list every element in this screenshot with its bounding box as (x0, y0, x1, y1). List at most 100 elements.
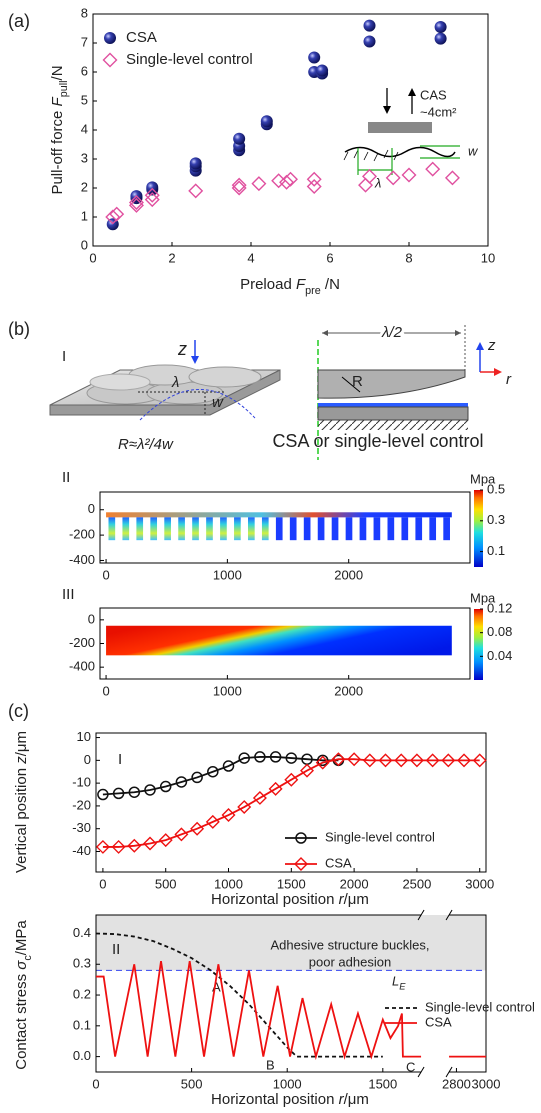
stress-field (150, 517, 158, 541)
stress-field (373, 517, 381, 541)
marker (306, 171, 322, 187)
marker (362, 168, 377, 184)
annotation: CAS (420, 87, 447, 102)
marker (190, 821, 205, 836)
label-part: /MPa (13, 920, 30, 956)
colorbar (474, 490, 483, 567)
schematic-text: R≈λ²/4w (118, 436, 174, 453)
x-axis-label: Horizontal position r/μm (211, 1091, 369, 1108)
label-part: Contact stress (13, 970, 30, 1070)
marker (143, 836, 157, 851)
schematic-text: z (177, 339, 187, 359)
marker (457, 753, 472, 768)
marker (294, 857, 308, 871)
schematic-text: z (487, 337, 496, 354)
y-tick-label: 0 (84, 752, 91, 767)
marker (300, 763, 315, 778)
panel-label: II (62, 469, 70, 486)
y-tick-label: 0.2 (73, 986, 91, 1001)
x-axis-label: Preload Fpre /N (240, 276, 340, 297)
x-tick-label: 2800 (442, 1076, 471, 1091)
label-part: Vertical position (13, 764, 30, 873)
stress-field (359, 517, 367, 541)
marker (144, 187, 160, 203)
stress-field (401, 517, 409, 541)
colorbar-tick-label: 0.5 (487, 481, 505, 496)
marker (441, 753, 456, 768)
marker (269, 751, 282, 763)
inset-schematic (343, 88, 460, 175)
marker (238, 752, 250, 764)
schematic-text: R (352, 373, 363, 390)
label-part: /μm (344, 891, 369, 908)
x-tick-label: 500 (181, 1076, 203, 1091)
label-part: /N (321, 276, 340, 293)
marker (425, 753, 440, 768)
stress-field (345, 517, 353, 541)
marker (128, 786, 141, 798)
schematic-text: r (506, 371, 512, 388)
y-axis-label: Pull-off force Fpull/N (49, 65, 70, 194)
x-tick-label: 1000 (213, 683, 242, 698)
label-part: r (339, 1091, 345, 1108)
y-tick-label: 0.4 (73, 925, 91, 940)
marker (260, 115, 273, 128)
axis-break (417, 909, 425, 921)
stress-field (248, 517, 255, 541)
stress-field (261, 517, 269, 541)
marker (295, 832, 307, 844)
marker (231, 180, 247, 196)
marker (358, 177, 374, 193)
marker (175, 776, 188, 788)
y-tick-label: 1 (81, 208, 88, 223)
x-tick-label: 1500 (277, 876, 306, 891)
stress-field (108, 517, 116, 541)
stress-field (220, 517, 227, 541)
marker (434, 21, 447, 34)
legend-label: Single-level control (425, 999, 535, 1014)
colorbar-tick-label: 0.1 (487, 543, 505, 558)
stress-field (289, 517, 297, 541)
axis-break (445, 909, 453, 921)
label-part: Pull-off force (49, 106, 66, 194)
x-tick-label: 1000 (214, 876, 243, 891)
legend-label: CSA (325, 855, 352, 870)
marker (316, 754, 329, 767)
legend-label: Single-level control (126, 51, 253, 68)
marker (205, 814, 220, 829)
marker (95, 839, 110, 854)
label-part: /μm (344, 1091, 369, 1108)
colorbar-tick-label: 0.12 (487, 600, 512, 615)
schematic-text: w (212, 394, 224, 411)
marker (102, 52, 118, 68)
label-part: r (339, 891, 345, 908)
label-part: Horizontal position (211, 891, 339, 908)
stress-field (122, 517, 130, 541)
y-tick-label: 0.0 (73, 1048, 91, 1063)
schematic-text: I (62, 348, 66, 365)
marker (472, 753, 487, 768)
x-tick-label: 2000 (334, 683, 363, 698)
series-line (96, 961, 422, 1061)
marker (128, 197, 144, 213)
x-tick-label: 0 (102, 567, 109, 582)
schematic-text: CSA or single-level control (272, 431, 483, 451)
marker (425, 161, 441, 177)
marker (409, 753, 424, 768)
marker (378, 753, 393, 768)
x-tick-label: 6 (326, 250, 333, 265)
marker (221, 808, 236, 823)
marker (347, 752, 362, 767)
marker (362, 753, 377, 768)
y-tick-label: 4 (81, 121, 88, 136)
series-line (102, 758, 480, 848)
marker (146, 181, 159, 194)
x-tick-label: 2000 (340, 876, 369, 891)
marker (254, 751, 266, 763)
marker (222, 760, 235, 772)
x-tick-label: 8 (405, 250, 412, 265)
label-part: pull (58, 80, 70, 97)
stress-field (234, 517, 241, 541)
legend-label: CSA (126, 29, 157, 46)
